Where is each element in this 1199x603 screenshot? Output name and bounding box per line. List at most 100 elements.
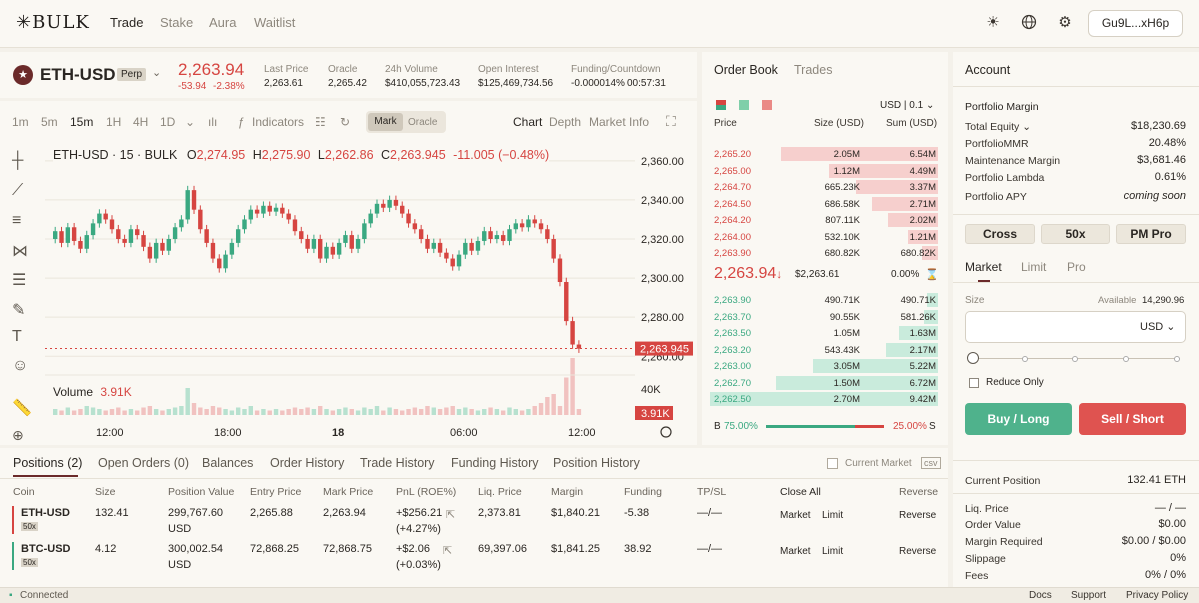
reverse-button[interactable]: Reverse xyxy=(899,546,937,557)
candle-body[interactable] xyxy=(412,223,418,230)
candle-body[interactable] xyxy=(254,209,260,214)
orderbook-row[interactable]: 2,263.70 90.55K 581.26K xyxy=(710,309,938,326)
nav-stake[interactable]: Stake xyxy=(160,15,194,30)
candle-body[interactable] xyxy=(147,246,153,259)
candle-body[interactable] xyxy=(261,205,266,214)
candle-body[interactable] xyxy=(116,229,121,239)
indicators-button[interactable]: Indicators xyxy=(252,115,305,129)
orderbook-unit-select[interactable]: USD | 0.1 ⌄ xyxy=(880,100,935,111)
candle-body[interactable] xyxy=(229,242,235,255)
order-history-tab[interactable]: Order History xyxy=(270,456,345,470)
candle-body[interactable] xyxy=(204,229,209,243)
candle-body[interactable] xyxy=(381,203,386,208)
candle-body[interactable] xyxy=(273,207,279,212)
orderbook-row[interactable]: 2,263.00 3.05M 5.22M xyxy=(710,358,938,375)
nav-waitlist[interactable]: Waitlist xyxy=(254,15,296,30)
candle-body[interactable] xyxy=(463,242,468,255)
candle-body[interactable] xyxy=(292,219,298,232)
sell-short-button[interactable]: Sell / Short xyxy=(1079,403,1186,435)
candle-body[interactable] xyxy=(336,242,342,255)
market-symbol[interactable]: ETH-USD xyxy=(40,65,116,84)
replay-icon[interactable]: ↻ xyxy=(340,115,351,129)
orderbook-row[interactable]: 2,262.50 2.70M 9.42M xyxy=(710,391,938,408)
tpsl[interactable]: —/— xyxy=(697,507,723,519)
layout-icon[interactable]: ☷ xyxy=(315,115,326,129)
candle-body[interactable] xyxy=(500,235,506,241)
depth-view-tab[interactable]: Depth xyxy=(549,115,582,129)
candle-body[interactable] xyxy=(299,231,304,239)
funding-history-tab[interactable]: Funding History xyxy=(451,456,539,470)
privacy-policy-link[interactable]: Privacy Policy xyxy=(1126,590,1189,601)
pm-pro-button[interactable]: PM Pro xyxy=(1116,224,1186,244)
csv-export-icon[interactable]: csv xyxy=(921,457,941,469)
candle-body[interactable] xyxy=(362,223,367,239)
candle-body[interactable] xyxy=(551,239,556,259)
close-all-button[interactable]: Close All xyxy=(780,486,821,498)
reverse-button[interactable]: Reverse xyxy=(899,510,937,521)
fib-icon[interactable]: ≡ xyxy=(12,212,22,229)
nav-aura[interactable]: Aura xyxy=(209,15,237,30)
both-sides-icon[interactable] xyxy=(716,100,726,110)
balances-tab[interactable]: Balances xyxy=(202,456,254,470)
candle-body[interactable] xyxy=(513,223,519,230)
buy-long-button[interactable]: Buy / Long xyxy=(965,403,1072,435)
positions-tab[interactable]: Positions (2) xyxy=(13,456,83,470)
candle-body[interactable] xyxy=(450,258,455,267)
size-input[interactable] xyxy=(965,311,1186,343)
timeframe-1d[interactable]: 1D xyxy=(160,115,176,129)
candle-body[interactable] xyxy=(576,344,582,349)
candle-body[interactable] xyxy=(109,219,115,230)
cross-margin-button[interactable]: Cross xyxy=(965,224,1035,244)
candle-body[interactable] xyxy=(324,246,329,259)
candle-body[interactable] xyxy=(141,235,146,247)
current-market-checkbox[interactable] xyxy=(827,458,838,469)
trade-history-tab[interactable]: Trade History xyxy=(360,456,435,470)
candle-body[interactable] xyxy=(78,240,83,249)
candlestick-chart[interactable]: 2,360.00 2,340.00 2,320.00 2,300.00 2,280.00… xyxy=(45,143,695,443)
candle-body[interactable] xyxy=(103,213,108,220)
orderbook-row[interactable]: 2,263.90 490.71K 490.71K xyxy=(710,292,938,309)
candle-body[interactable] xyxy=(172,227,178,239)
position-history-tab[interactable]: Position History xyxy=(553,456,640,470)
candle-body[interactable] xyxy=(557,258,563,282)
candle-body[interactable] xyxy=(59,231,64,243)
candle-body[interactable] xyxy=(179,219,184,228)
candle-body[interactable] xyxy=(122,239,127,243)
candle-body[interactable] xyxy=(330,246,336,255)
candle-body[interactable] xyxy=(191,190,197,210)
chart-view-tab[interactable]: Chart xyxy=(513,115,543,129)
slider-tick[interactable] xyxy=(1174,356,1180,362)
gear-icon[interactable]: ⚙ xyxy=(1058,14,1072,31)
emoji-icon[interactable]: ☺ xyxy=(12,357,29,374)
candle-body[interactable] xyxy=(425,239,430,249)
oracle-toggle[interactable]: Oracle xyxy=(408,117,438,128)
candle-body[interactable] xyxy=(532,219,537,224)
candle-body[interactable] xyxy=(519,223,525,228)
size-unit-select[interactable]: USD ⌄ xyxy=(1140,321,1176,333)
candle-body[interactable] xyxy=(570,321,575,345)
brush-icon[interactable]: ✎ xyxy=(12,302,26,319)
text-tool-icon[interactable]: T xyxy=(12,328,22,345)
orderbook-row[interactable]: 2,264.20 807.11K 2.02M xyxy=(710,212,938,229)
market-order-tab[interactable]: Market xyxy=(965,260,1002,274)
candle-body[interactable] xyxy=(242,219,247,230)
slider-tick[interactable] xyxy=(1123,356,1129,362)
open-orders-tab[interactable]: Open Orders (0) xyxy=(98,456,190,470)
candle-body[interactable] xyxy=(526,219,531,228)
nav-trade[interactable]: Trade xyxy=(110,15,144,30)
candle-body[interactable] xyxy=(488,231,493,239)
docs-link[interactable]: Docs xyxy=(1029,590,1052,601)
candle-body[interactable] xyxy=(97,213,102,224)
orderbook-row[interactable]: 2,263.90 680.82K 680.82K xyxy=(710,245,938,262)
candle-body[interactable] xyxy=(280,207,285,214)
indicators-icon[interactable]: ƒ xyxy=(238,115,245,129)
candle-body[interactable] xyxy=(318,239,323,259)
chevron-down-icon[interactable]: ⌄ xyxy=(185,115,196,129)
candle-body[interactable] xyxy=(286,213,291,220)
candle-body[interactable] xyxy=(368,213,373,224)
share-icon[interactable]: ⇱ xyxy=(446,509,456,521)
candle-body[interactable] xyxy=(437,242,443,253)
candle-body[interactable] xyxy=(160,242,165,251)
candle-body[interactable] xyxy=(267,205,272,212)
slider-tick[interactable] xyxy=(1022,356,1028,362)
